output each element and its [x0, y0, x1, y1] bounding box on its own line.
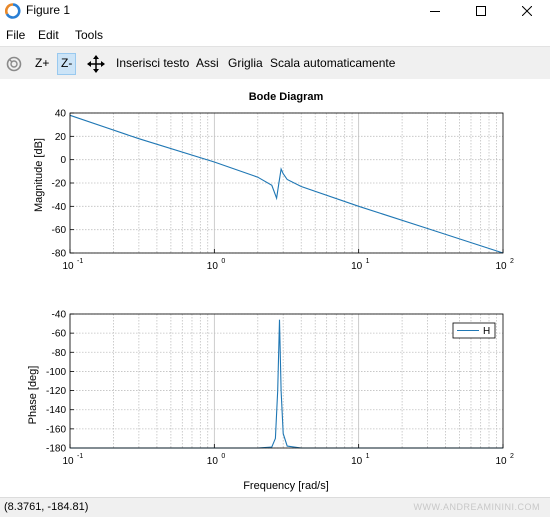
minimize-icon: [430, 6, 440, 16]
y-tick-label: -180: [46, 444, 66, 455]
legend-label: H: [483, 326, 490, 337]
x-tick-label: 10: [495, 456, 507, 467]
close-button[interactable]: [504, 0, 550, 22]
x-tick-exponent: 0: [221, 258, 225, 265]
menu-edit[interactable]: Edit: [38, 28, 59, 42]
x-tick-exponent: 1: [366, 453, 370, 460]
series-line-0-0: [69, 114, 504, 254]
y-tick-label: -40: [52, 310, 67, 321]
y-tick-label: -120: [46, 386, 66, 397]
phase-ylabel: Phase [deg]: [27, 366, 39, 425]
y-tick-label: 40: [55, 109, 67, 120]
x-tick-exponent: -1: [77, 258, 83, 265]
cursor-coordinates: (8.3761, -184.81): [4, 501, 89, 513]
x-tick-label: 10: [62, 456, 74, 467]
grid-button[interactable]: Griglia: [228, 56, 263, 70]
chart-title: Bode Diagram: [249, 91, 324, 103]
x-tick-exponent: 2: [510, 453, 514, 460]
y-tick-label: -20: [52, 179, 67, 190]
legend: H: [452, 322, 496, 339]
maximize-icon: [476, 6, 486, 16]
y-tick-label: 20: [55, 132, 67, 143]
rotate-icon: [6, 56, 22, 72]
rotate-button[interactable]: [3, 53, 25, 73]
axes-button[interactable]: Assi: [196, 56, 219, 70]
x-tick-exponent: 1: [366, 258, 370, 265]
menu-file[interactable]: File: [6, 28, 26, 42]
octave-app-icon: [5, 3, 21, 19]
frequency-xlabel: Frequency [rad/s]: [243, 480, 329, 492]
y-tick-label: -80: [52, 348, 67, 359]
x-tick-label: 10: [207, 261, 219, 272]
x-tick-label: 10: [351, 261, 363, 272]
x-tick-label: 10: [351, 456, 363, 467]
x-tick-label: 10: [207, 456, 219, 467]
menu-tools[interactable]: Tools: [75, 28, 104, 42]
autoscale-button[interactable]: Scala automaticamente: [270, 56, 396, 70]
figure-canvas[interactable]: Bode Diagram 40 20 0 -20 -40 -60 -80 10 -1 10 0 10 1…: [0, 79, 550, 497]
y-tick-label: -80: [52, 249, 67, 260]
title-bar: Figure 1: [0, 0, 550, 22]
plot-background: [70, 314, 503, 448]
insert-text-button[interactable]: Inserisci testo: [116, 56, 190, 70]
magnitude-ylabel: Magnitude [dB]: [33, 138, 45, 212]
y-tick-label: -140: [46, 405, 66, 416]
axes-frame: [69, 112, 504, 254]
zoom-out-button[interactable]: Z-: [57, 53, 77, 75]
y-tick-label: -60: [52, 329, 67, 340]
y-tick-label: -100: [46, 367, 66, 378]
pan-arrows-icon: [87, 54, 105, 73]
watermark: WWW.ANDREAMININI.COM: [413, 502, 540, 512]
zoom-in-button[interactable]: Z+: [35, 56, 50, 70]
status-bar: (8.3761, -184.81) WWW.ANDREAMININI.COM: [0, 497, 550, 517]
axes-frame: [69, 313, 504, 449]
x-tick-exponent: 2: [510, 258, 514, 265]
x-tick-exponent: 0: [221, 453, 225, 460]
figure-toolbar: Z+ Z- Inserisci testo Assi Griglia Scala…: [0, 46, 550, 80]
menu-bar: File Edit Tools: [0, 25, 550, 45]
pan-button[interactable]: [84, 53, 108, 73]
y-tick-label: -40: [52, 202, 67, 213]
window-title: Figure 1: [26, 3, 71, 17]
y-tick-label: 0: [60, 155, 66, 166]
x-tick-label: 10: [495, 261, 507, 272]
x-tick-exponent: -1: [77, 453, 83, 460]
maximize-button[interactable]: [458, 0, 504, 22]
minimize-button[interactable]: [412, 0, 458, 22]
x-tick-label: 10: [62, 261, 74, 272]
y-tick-label: -160: [46, 424, 66, 435]
y-tick-label: -60: [52, 225, 67, 236]
close-icon: [522, 6, 532, 16]
